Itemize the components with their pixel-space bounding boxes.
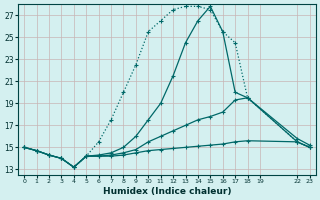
X-axis label: Humidex (Indice chaleur): Humidex (Indice chaleur) <box>103 187 231 196</box>
